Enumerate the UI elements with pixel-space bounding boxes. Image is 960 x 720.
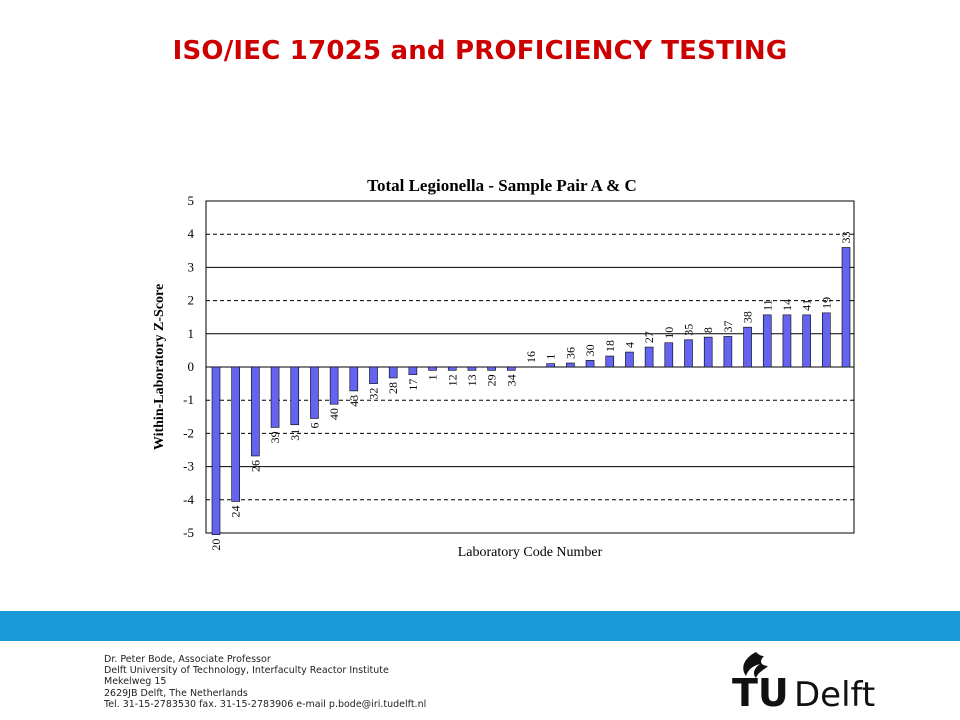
bar-label: 36 (563, 347, 577, 359)
bar-label: 13 (465, 374, 479, 386)
bar (841, 247, 851, 368)
bar-label: 30 (583, 344, 597, 356)
bar-chart: Total Legionella - Sample Pair A & C 543… (152, 176, 855, 560)
bar (566, 362, 575, 368)
y-tick-label: -1 (183, 392, 194, 407)
bar (743, 326, 752, 368)
bar-label: 14 (780, 299, 794, 311)
y-tick-label: 0 (188, 359, 195, 374)
tudelft-logo: TU Delft (732, 652, 875, 712)
bar (507, 366, 516, 371)
bar (428, 366, 437, 371)
bar-label: 26 (248, 460, 262, 472)
bar-label: 20 (209, 539, 223, 551)
bar-label: 6 (307, 422, 321, 428)
y-tick-label: -4 (183, 492, 194, 507)
logo-delft: Delft (794, 675, 875, 712)
footer-line: Mekelweg 15 (104, 676, 167, 688)
bar (270, 366, 280, 428)
bar-label: 31 (288, 429, 302, 441)
bar-labels: 20 24 26 39 31 6 40 43 32 28 17 1 12 13 29 34 16 1 36 30 18 4… (209, 231, 853, 550)
y-tick-label: 2 (188, 293, 195, 308)
y-tick-label: -3 (183, 459, 194, 474)
bar (211, 366, 221, 535)
bar-label: 8 (701, 327, 715, 333)
bar-label: 27 (642, 331, 656, 343)
bar (408, 366, 418, 375)
bar (822, 312, 831, 368)
bar (605, 355, 615, 368)
bar-label: 24 (229, 505, 243, 517)
bar (467, 366, 477, 371)
bar-label: 43 (347, 395, 361, 407)
bar (703, 336, 713, 368)
bar-label: 1 (426, 374, 440, 380)
bar-label: 11 (760, 299, 774, 311)
plot-frame (205, 200, 855, 534)
y-axis-label: Within-Laboratory Z-Score (152, 284, 167, 450)
bar (802, 314, 811, 368)
bar (487, 366, 496, 371)
slide-title: ISO/IEC 17025 and PROFICIENCY TESTING (172, 36, 788, 66)
bar (546, 363, 555, 368)
y-tick-label: -5 (183, 525, 194, 540)
bar (231, 366, 240, 502)
bar-label: 33 (839, 231, 853, 243)
bar (349, 366, 359, 392)
bar (447, 366, 457, 371)
footer-line: Tel. 31-15-2783530 fax. 31-15-2783906 e-… (104, 698, 427, 710)
bar (762, 314, 772, 368)
bar (684, 339, 693, 368)
bar (290, 366, 300, 426)
bar (310, 366, 319, 419)
bar-label: 19 (819, 297, 833, 309)
bar-label: 4 (622, 342, 636, 348)
y-tick-label: -2 (183, 425, 194, 440)
y-tick-label: 5 (188, 193, 195, 208)
bar-label: 28 (386, 382, 400, 394)
footer-line: Dr. Peter Bode, Associate Professor (104, 654, 271, 665)
logo-tu: TU (732, 671, 789, 712)
y-tick-label: 1 (188, 326, 195, 341)
bar (388, 366, 398, 379)
y-tick-label: 3 (188, 259, 195, 274)
bar-label: 1 (544, 354, 558, 360)
bar-label: 34 (504, 374, 518, 386)
flame-icon (743, 652, 768, 678)
bar (625, 351, 634, 368)
bars (211, 247, 851, 535)
bar (723, 336, 733, 368)
bar-label: 40 (327, 408, 341, 420)
bar-label: 35 (682, 324, 696, 336)
bar-label: 16 (524, 351, 538, 363)
bar-label: 38 (741, 311, 755, 323)
bar (585, 360, 595, 368)
bar (329, 366, 339, 405)
y-axis-ticks: 5 4 3 2 1 0 -1 -2 -3 -4 -5 (183, 193, 194, 540)
bar-label: 41 (800, 299, 814, 311)
bar-label: 17 (406, 379, 420, 391)
footer-line: Delft University of Technology, Interfac… (104, 665, 389, 677)
bar (369, 366, 378, 384)
grid-lines (206, 233, 854, 501)
bar (644, 346, 654, 368)
y-tick-label: 4 (188, 226, 195, 241)
bar (664, 342, 674, 368)
bar-label: 29 (485, 374, 499, 386)
bar-label: 32 (367, 388, 381, 400)
bar (251, 366, 260, 457)
bar-label: 37 (721, 320, 735, 332)
bar-label: 18 (603, 340, 617, 352)
footer-band (0, 611, 960, 641)
footer-line: 2629JB Delft, The Netherlands (104, 687, 248, 699)
x-axis-label: Laboratory Code Number (458, 545, 603, 560)
footer-contact: Dr. Peter Bode, Associate Professor Delf… (104, 654, 426, 710)
bar-label: 10 (662, 327, 676, 339)
bar-label: 12 (445, 374, 459, 386)
bar (782, 314, 792, 368)
chart-title: Total Legionella - Sample Pair A & C (367, 176, 637, 195)
bar-label: 39 (268, 431, 282, 443)
